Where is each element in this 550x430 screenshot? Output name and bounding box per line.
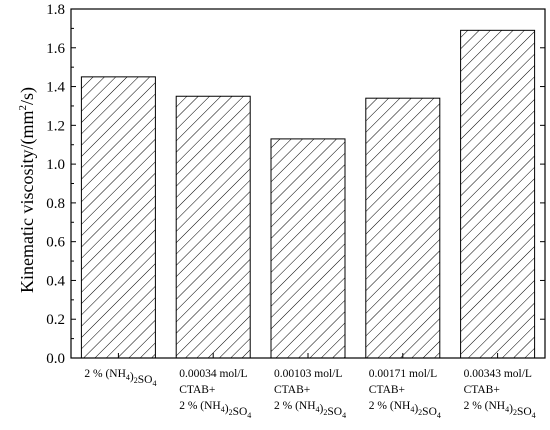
x-category-label: 2 % (NH4)2SO4 — [84, 368, 156, 388]
x-category-label: 2 % (NH4)2SO4 — [464, 400, 536, 420]
x-category-label: 2 % (NH4)2SO4 — [274, 400, 346, 420]
bar-1 — [80, 76, 156, 359]
y-axis-title: Kinematic viscosity/(mm2/s) — [17, 87, 38, 293]
x-axis-category-labels: 2 % (NH4)2SO4 0.00034 mol/L CTAB+ 2 % (NH4)… — [84, 368, 535, 420]
x-category-label: 0.00343 mol/L — [464, 368, 532, 380]
y-tick-label: 1.8 — [46, 2, 65, 18]
y-tick-label: 0.6 — [46, 235, 65, 251]
x-category-label: CTAB+ — [179, 384, 215, 396]
x-category-label: 2 % (NH4)2SO4 — [179, 400, 251, 420]
x-category-label: CTAB+ — [464, 384, 500, 396]
y-tick-label: 0.2 — [46, 312, 65, 328]
y-tick-label: 1.0 — [46, 157, 65, 173]
bar-5 — [460, 29, 536, 359]
y-tick-label: 0.4 — [46, 273, 65, 289]
x-category-label: 0.00171 mol/L — [369, 368, 437, 380]
bar-2 — [175, 95, 251, 359]
y-axis-ticks: 0.0 0.2 0.4 0.6 0.8 1.0 1.2 1.4 1.6 1.8 — [46, 2, 545, 367]
bars — [80, 29, 536, 359]
y-tick-label: 0.8 — [46, 196, 65, 212]
y-tick-label: 1.4 — [46, 80, 65, 96]
bar-4 — [365, 97, 441, 359]
x-category-label: 0.00103 mol/L — [274, 368, 342, 380]
x-category-label: 0.00034 mol/L — [179, 368, 247, 380]
x-category-label: 2 % (NH4)2SO4 — [369, 400, 441, 420]
x-category-label: CTAB+ — [274, 384, 310, 396]
bar-3 — [270, 138, 346, 359]
x-category-label: CTAB+ — [369, 384, 405, 396]
y-tick-label: 0.0 — [46, 351, 65, 367]
y-tick-label: 1.6 — [46, 41, 65, 57]
y-tick-label: 1.2 — [46, 118, 65, 134]
